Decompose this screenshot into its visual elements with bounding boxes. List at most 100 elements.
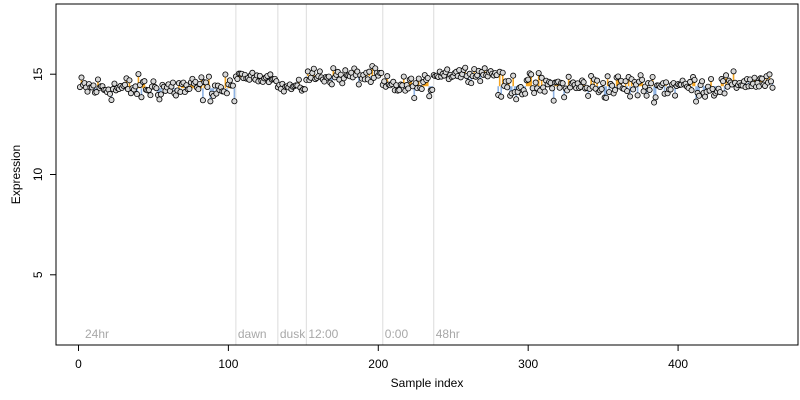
- baseline-bar: [137, 74, 140, 89]
- data-point: [643, 92, 650, 99]
- baseline-bar: [732, 71, 735, 87]
- data-point: [226, 77, 233, 84]
- data-point: [751, 74, 758, 81]
- data-point: [648, 80, 655, 87]
- baseline-bar: [674, 86, 676, 96]
- data-point: [354, 68, 361, 75]
- data-point: [207, 98, 214, 105]
- data-point: [330, 65, 337, 72]
- data-point: [720, 78, 727, 85]
- data-point: [505, 77, 512, 84]
- data-point: [172, 92, 179, 99]
- data-point: [229, 82, 236, 89]
- data-point: [93, 89, 100, 96]
- baseline-bar: [702, 86, 705, 93]
- baseline-bar: [768, 74, 771, 83]
- data-point: [204, 83, 211, 90]
- data-point: [157, 91, 164, 98]
- data-point: [481, 65, 488, 72]
- data-point: [141, 78, 148, 85]
- baseline-bar: [160, 88, 162, 95]
- data-point: [708, 75, 715, 82]
- data-point: [415, 75, 422, 82]
- data-point: [639, 76, 646, 83]
- baseline-bar: [408, 79, 411, 87]
- baseline-bar: [501, 72, 504, 87]
- data-point: [108, 96, 115, 103]
- data-point: [186, 85, 193, 92]
- data-point: [559, 80, 566, 87]
- data-point: [565, 73, 572, 80]
- baseline-bar: [410, 78, 413, 87]
- data-point: [759, 75, 766, 82]
- baseline-bar: [128, 80, 131, 89]
- baseline-bar: [332, 68, 335, 77]
- data-point: [672, 92, 679, 99]
- data-point: [696, 92, 703, 99]
- data-point: [339, 80, 346, 87]
- data-point: [231, 98, 238, 105]
- data-point: [367, 78, 374, 85]
- data-point: [429, 86, 436, 93]
- x-tick-label: 200: [368, 357, 388, 371]
- data-point: [498, 93, 505, 100]
- baseline-bar: [636, 86, 639, 96]
- data-point: [510, 72, 517, 79]
- baseline-bar: [371, 66, 374, 77]
- data-point: [111, 80, 118, 87]
- data-point: [541, 88, 548, 95]
- baseline-bar: [97, 79, 99, 89]
- data-point: [634, 92, 641, 99]
- data-point: [688, 87, 695, 94]
- baseline-bar: [140, 88, 143, 98]
- data-point: [699, 78, 706, 85]
- data-point: [378, 69, 385, 76]
- data-point: [78, 74, 85, 81]
- data-point: [624, 88, 631, 95]
- annotation-label: 48hr: [436, 327, 460, 341]
- data-point: [549, 85, 556, 92]
- baseline-bar: [500, 86, 502, 97]
- data-point: [522, 90, 529, 97]
- data-point: [153, 85, 160, 92]
- data-points: [76, 63, 776, 106]
- data-point: [426, 93, 433, 100]
- baseline-bar: [512, 75, 514, 87]
- data-point: [199, 97, 206, 104]
- annotation-label: dusk: [280, 327, 306, 341]
- data-point: [147, 92, 154, 99]
- data-point: [94, 76, 101, 83]
- baseline-bar: [590, 76, 592, 87]
- data-point: [444, 66, 451, 73]
- baseline-bar: [413, 86, 416, 99]
- data-point: [198, 74, 205, 81]
- baseline-bar: [563, 86, 565, 98]
- data-point: [325, 73, 332, 80]
- data-point: [234, 75, 241, 82]
- y-axis-title: Expression: [9, 145, 23, 204]
- baseline-bar: [497, 86, 500, 96]
- data-point: [408, 75, 415, 82]
- data-point: [84, 88, 91, 95]
- annotation-label: 12:00: [308, 327, 338, 341]
- baseline-bar: [329, 76, 332, 83]
- data-point: [381, 78, 388, 85]
- data-point: [384, 73, 391, 80]
- baseline-bar: [402, 76, 405, 87]
- x-tick-label: 400: [668, 357, 688, 371]
- data-point: [499, 69, 506, 76]
- data-point: [513, 96, 520, 103]
- data-point: [342, 67, 349, 74]
- baseline-bar: [479, 73, 482, 82]
- data-point: [396, 87, 403, 94]
- data-point: [604, 73, 611, 80]
- x-tick-label: 300: [518, 357, 538, 371]
- data-point: [535, 70, 542, 77]
- baseline-bar: [654, 86, 657, 98]
- baseline-bar: [224, 74, 227, 89]
- annotation-label: dawn: [238, 327, 267, 341]
- baseline-bar: [641, 79, 643, 87]
- y-tick-label: 5: [31, 271, 45, 278]
- data-point: [768, 78, 775, 85]
